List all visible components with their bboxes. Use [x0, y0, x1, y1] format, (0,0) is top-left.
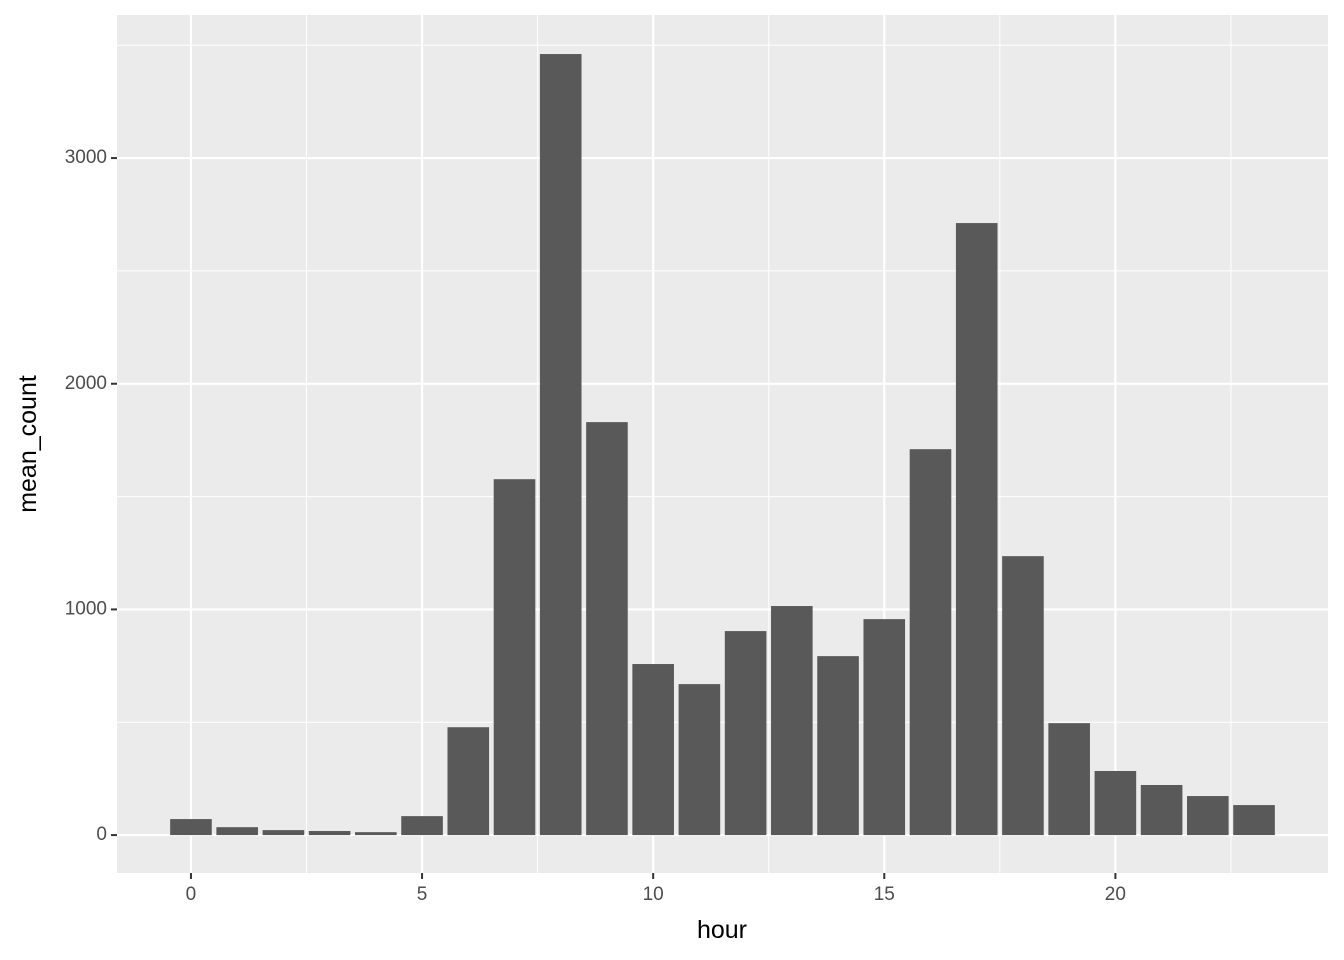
bar: [355, 832, 397, 836]
bar: [308, 831, 351, 836]
x-tick-label: 15: [874, 884, 895, 905]
bar: [539, 54, 582, 836]
x-tick-label: 5: [417, 884, 428, 905]
bar: [1048, 723, 1090, 836]
y-tick-label: 0: [96, 824, 107, 845]
bar: [216, 827, 258, 836]
bar: [401, 816, 443, 836]
x-tick-label: 0: [186, 884, 197, 905]
bar: [863, 619, 906, 836]
bar: [1233, 805, 1275, 836]
y-tick-label: 1000: [65, 598, 107, 619]
bar: [586, 422, 628, 836]
x-tick-label: 20: [1105, 884, 1126, 905]
y-tick-label: 3000: [65, 147, 107, 168]
bar: [771, 606, 813, 836]
y-tick-label: 2000: [65, 373, 107, 394]
bar: [955, 223, 998, 836]
bar: [724, 631, 767, 836]
y-axis-title: mean_count: [14, 375, 42, 513]
bar: [1094, 770, 1137, 836]
bar: [1140, 784, 1183, 836]
bar: [909, 449, 952, 836]
bar: [493, 479, 536, 836]
bar: [170, 819, 212, 836]
x-axis-title: hour: [697, 916, 747, 944]
bar: [1187, 796, 1229, 836]
bar: [1002, 556, 1044, 836]
bar: [262, 830, 305, 836]
bar: [678, 684, 721, 836]
bar: [447, 727, 490, 836]
bar: [817, 656, 859, 836]
panel: [117, 15, 1328, 873]
x-tick-label: 10: [643, 884, 664, 905]
bar: [632, 664, 674, 836]
